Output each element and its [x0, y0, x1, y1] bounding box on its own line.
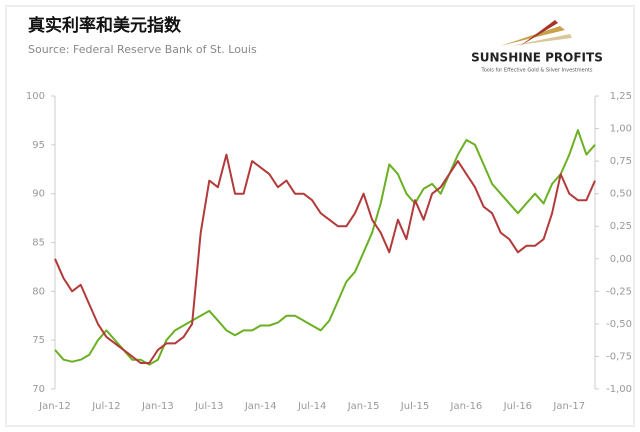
y2-tick-label: 1,25 — [610, 91, 632, 102]
x-tick-label: Jan-17 — [552, 401, 585, 412]
logo-name: SUNSHINE PROFITS — [471, 51, 603, 65]
x-tick-label: Jul-12 — [91, 401, 120, 412]
logo-tagline: Tools for Effective Gold & Silver Invest… — [481, 68, 593, 74]
y-tick-label: 75 — [32, 335, 45, 346]
logo: SUNSHINE PROFITS Tools for Effective Gol… — [471, 20, 603, 74]
chart-subtitle: Source: Federal Reserve Bank of St. Loui… — [28, 43, 257, 56]
x-tick-label: Jan-13 — [141, 401, 174, 412]
x-tick-label: Jan-14 — [244, 401, 277, 412]
y2-tick-label: 0,00 — [610, 254, 632, 265]
x-tick-label: Jan-12 — [38, 401, 71, 412]
x-tick-label: Jan-15 — [347, 401, 380, 412]
x-tick-label: Jul-14 — [297, 401, 326, 412]
frame — [5, 5, 635, 427]
y-tick-label: 95 — [32, 140, 45, 151]
y2-tick-label: -1,00 — [606, 384, 632, 395]
x-tick-label: Jul-15 — [400, 401, 429, 412]
y2-tick-label: 0,75 — [610, 156, 632, 167]
y2-tick-label: -0,50 — [606, 319, 632, 330]
y2-tick-label: 1,00 — [610, 124, 632, 135]
y2-tick-label: -0,25 — [606, 286, 632, 297]
chart-title: 真实利率和美元指数 — [28, 15, 182, 36]
y2-tick-label: 0,25 — [610, 221, 632, 232]
logo-ray — [500, 26, 565, 46]
x-tick-label: Jan-16 — [450, 401, 483, 412]
logo-ray — [510, 34, 572, 46]
series-line — [54, 153, 596, 364]
y-tick-label: 80 — [32, 286, 45, 297]
y-tick-label: 85 — [32, 238, 45, 249]
logo-ray — [520, 20, 558, 46]
y2-tick-label: 0,50 — [610, 189, 632, 200]
y-tick-label: 90 — [32, 189, 45, 200]
y2-tick-label: -0,75 — [606, 351, 632, 362]
x-tick-label: Jul-16 — [503, 401, 532, 412]
y-tick-label: 70 — [32, 384, 45, 395]
x-tick-label: Jul-13 — [194, 401, 223, 412]
y-tick-label: 100 — [26, 91, 45, 102]
